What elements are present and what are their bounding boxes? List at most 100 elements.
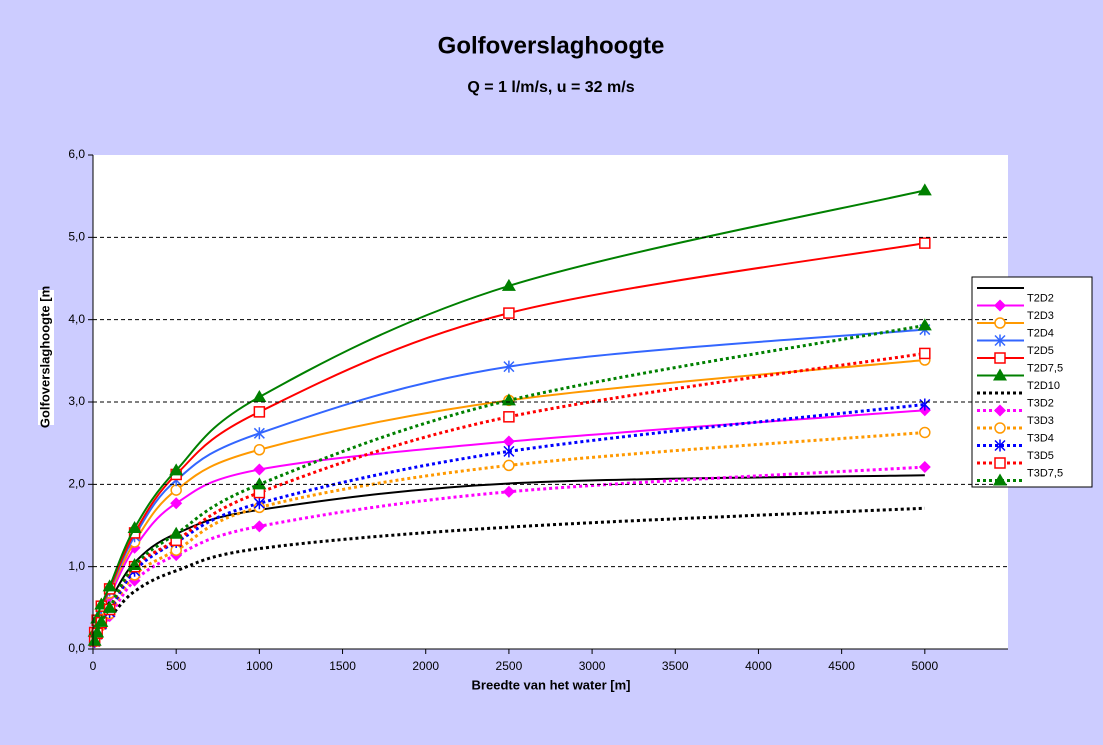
x-tick-label: 0 <box>90 659 97 673</box>
y-label-box <box>38 290 54 425</box>
y-tick-label: 0,0 <box>68 641 85 655</box>
marker-shape <box>90 625 105 638</box>
marker-shape <box>102 579 117 592</box>
chart-subtitle: Q = 1 l/m/s, u = 32 m/s <box>467 79 634 96</box>
marker <box>994 299 1006 312</box>
legend-label: T3D5 <box>1027 450 1054 462</box>
marker <box>169 463 184 476</box>
marker-shape <box>252 390 267 403</box>
marker <box>993 473 1007 486</box>
marker <box>994 422 1006 434</box>
x-tick-label: 4000 <box>745 659 772 673</box>
marker <box>170 497 183 510</box>
marker <box>917 318 932 331</box>
marker <box>994 317 1006 329</box>
marker-shape <box>993 473 1007 486</box>
chart-title: Golfoverslaghoogte <box>438 32 665 59</box>
marker <box>501 278 516 291</box>
marker-shape <box>253 463 266 476</box>
series-line <box>93 351 926 642</box>
marker-shape <box>102 600 117 613</box>
marker-shape <box>169 526 184 539</box>
marker <box>253 497 265 510</box>
marker-shape <box>503 360 515 373</box>
marker-shape <box>994 352 1006 364</box>
x-axis-label: Breedte van het water [m] <box>472 677 631 692</box>
marker <box>253 444 266 456</box>
marker-shape <box>253 520 266 533</box>
marker <box>90 625 105 638</box>
x-tick-label: 3000 <box>579 659 606 673</box>
marker <box>917 183 932 196</box>
marker <box>252 477 267 490</box>
marker-shape <box>94 614 109 627</box>
marker-shape <box>917 183 932 196</box>
x-tick-label: 4500 <box>828 659 855 673</box>
legend-label: T3D7,5 <box>1027 467 1063 479</box>
marker-shape <box>994 404 1006 417</box>
plot <box>87 183 932 649</box>
legend-label: T2D10 <box>1027 380 1060 392</box>
x-tick-label: 500 <box>166 659 186 673</box>
marker-shape <box>919 237 931 249</box>
marker <box>919 347 931 360</box>
marker <box>994 334 1006 347</box>
marker-shape <box>503 307 515 319</box>
marker-shape <box>994 299 1006 312</box>
marker <box>253 463 266 476</box>
series-line <box>93 323 926 642</box>
x-tick-label: 1000 <box>246 659 273 673</box>
legend-label: T3D3 <box>1027 415 1054 427</box>
x-tick-label: 2000 <box>412 659 439 673</box>
legend-label: T2D2 <box>1027 292 1054 304</box>
marker <box>170 484 182 496</box>
marker <box>501 393 516 406</box>
marker-shape <box>917 318 932 331</box>
marker-shape <box>994 422 1006 434</box>
marker <box>919 237 931 249</box>
y-tick-label: 1,0 <box>68 559 85 573</box>
marker <box>994 352 1006 364</box>
marker-shape <box>170 497 183 510</box>
legend-label: T2D5 <box>1027 345 1054 357</box>
marker-shape <box>169 463 184 476</box>
marker-shape <box>253 427 265 440</box>
marker-shape <box>994 457 1006 469</box>
marker-shape <box>253 444 266 456</box>
marker-shape <box>994 317 1006 329</box>
marker <box>918 461 931 474</box>
marker <box>102 600 117 613</box>
marker-shape <box>252 477 267 490</box>
marker <box>253 520 266 533</box>
y-tick-label: 6,0 <box>68 147 85 161</box>
marker-shape <box>502 435 515 448</box>
legend-label: T2D3 <box>1027 310 1054 322</box>
marker-shape <box>501 393 516 406</box>
x-tick-label: 3500 <box>662 659 689 673</box>
marker-shape <box>503 445 515 458</box>
marker-shape <box>127 520 142 533</box>
marker <box>994 404 1006 417</box>
marker <box>503 445 515 458</box>
marker-shape <box>919 347 931 360</box>
marker <box>502 435 515 448</box>
marker <box>102 579 117 592</box>
marker-shape <box>253 406 266 418</box>
marker-shape <box>503 411 515 423</box>
marker <box>503 307 515 319</box>
x-tick-label: 1500 <box>329 659 356 673</box>
marker-shape <box>919 398 931 411</box>
legend-label: T2D4 <box>1027 327 1054 339</box>
marker-shape <box>993 368 1007 381</box>
marker <box>503 360 515 373</box>
marker-shape <box>918 461 931 474</box>
legend <box>971 276 1093 488</box>
legend-label: T3D2 <box>1027 397 1054 409</box>
marker <box>252 390 267 403</box>
marker-shape <box>87 633 102 646</box>
legend-label: T3D4 <box>1027 432 1054 444</box>
marker <box>994 457 1006 469</box>
marker-shape <box>501 278 516 291</box>
marker <box>253 427 265 440</box>
marker-shape <box>253 497 265 510</box>
